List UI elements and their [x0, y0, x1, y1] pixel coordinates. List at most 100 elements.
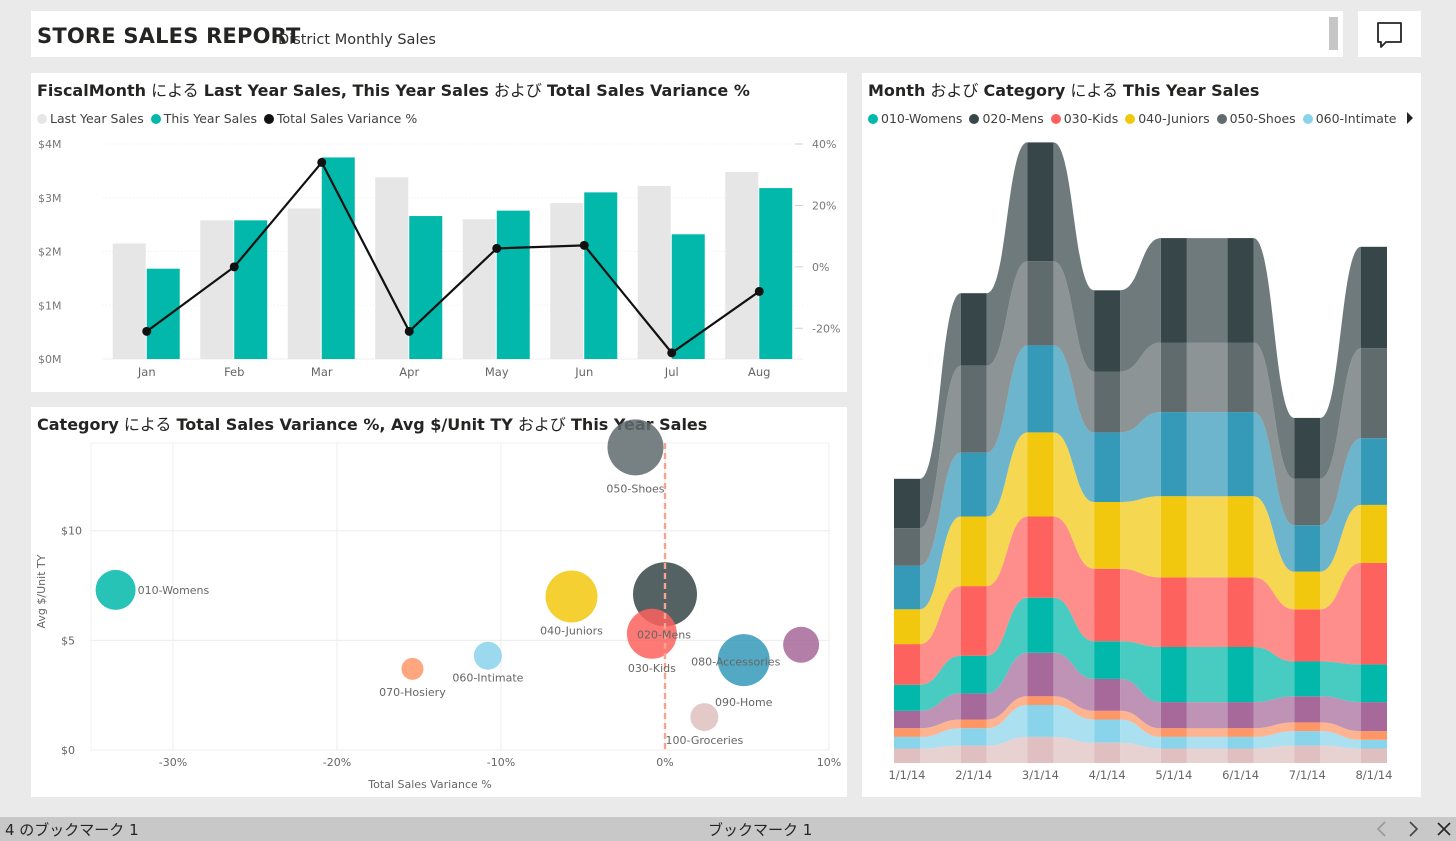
column-segment-080-accessories: [1227, 702, 1254, 729]
bar-this-year-sales: [409, 216, 443, 359]
column-segment-080-accessories: [1160, 702, 1187, 729]
ribbon-060-intimate: [1253, 731, 1295, 749]
legend-label: 050-Shoes: [1229, 111, 1296, 126]
x-tick-label: Feb: [224, 365, 244, 379]
column-segment-030-kids: [1361, 562, 1387, 665]
combo-legend-item[interactable]: Last Year Sales: [37, 111, 144, 126]
ribbon-050-shoes: [1186, 342, 1228, 413]
combo-chart-legend[interactable]: Last Year Sales This Year Sales Total Sale…: [37, 111, 424, 126]
ribbon-090-home: [1186, 412, 1228, 497]
column-segment-070-hosiery: [960, 719, 987, 729]
ribbon-080-accessories: [920, 693, 961, 729]
x-tick-label: 5/1/14: [1155, 768, 1192, 782]
comment-button[interactable]: [1358, 11, 1421, 57]
ribbon-title-part: および: [925, 81, 984, 100]
column-segment-020-mens: [1361, 246, 1387, 349]
ribbon-060-intimate: [1186, 736, 1228, 749]
report-title: STORE SALES REPORT: [37, 24, 301, 48]
chevron-left-icon[interactable]: [1374, 819, 1390, 839]
ribbon-legend-item[interactable]: 030-Kids: [1050, 111, 1118, 126]
ribbon-legend-item[interactable]: 050-Shoes: [1216, 111, 1296, 126]
column-segment-050-shoes: [1294, 478, 1321, 526]
column-segment-010-womens: [960, 655, 987, 694]
x-tick-label: Jul: [664, 365, 679, 379]
bookmark-bar: 4 のブックマーク 1 ブックマーク 1: [0, 817, 1456, 841]
ribbon-legend-item[interactable]: 040-Juniors: [1125, 111, 1210, 126]
column-segment-070-hosiery: [894, 728, 920, 737]
combo-chart[interactable]: $0M $1M $2M $3M $4M -20% 0% 20% 40% Jan Feb Mar Apr M…: [31, 73, 847, 392]
combo-legend-item[interactable]: This Year Sales: [150, 111, 257, 126]
ribbon-080-accessories: [986, 652, 1028, 720]
combo-title-part: による: [146, 81, 204, 100]
combo-legend-item[interactable]: Total Sales Variance %: [263, 111, 418, 126]
bar-last-year-sales: [550, 203, 584, 359]
bar-this-year-sales: [496, 210, 530, 359]
ribbon-legend-item[interactable]: 010-Womens: [868, 111, 962, 126]
column-segment-100-groceries: [894, 748, 920, 763]
ribbon-010-womens: [1253, 647, 1295, 703]
y-axis-title: Avg $/Unit TY: [35, 554, 48, 628]
variance-point: [754, 286, 764, 296]
column-segment-080-accessories: [894, 710, 920, 729]
ribbon-060-intimate: [1320, 731, 1361, 749]
scrollbar-thumb[interactable]: [1329, 17, 1338, 50]
scatter-title-part: および: [512, 415, 572, 434]
bubble-090-home: [717, 634, 770, 687]
ribbon-chart[interactable]: 1/1/14 2/1/14 3/1/14 4/1/14 5/1/14 6/1/14 7/1/…: [862, 73, 1421, 797]
bubble-060-intimate: [473, 641, 502, 670]
ribbon-legend-item[interactable]: 060-Intimate: [1302, 111, 1397, 126]
column-segment-090-home: [894, 565, 920, 610]
ribbon-100-groceries: [920, 745, 961, 763]
y-tick-label: $10: [61, 525, 82, 538]
column-segment-070-hosiery: [1294, 722, 1321, 732]
x-tick-label: -10%: [487, 756, 515, 769]
comment-icon: [1377, 22, 1402, 48]
combo-chart-title: FiscalMonth による Last Year Sales, This Ye…: [37, 77, 750, 101]
column-segment-080-accessories: [1094, 678, 1121, 711]
y-tick-label: $4M: [38, 138, 62, 151]
column-segment-100-groceries: [1160, 748, 1187, 763]
column-segment-040-juniors: [1027, 432, 1054, 517]
column-segment-030-kids: [1160, 577, 1187, 647]
column-segment-050-shoes: [1160, 342, 1187, 413]
chevron-right-icon[interactable]: [1405, 819, 1421, 839]
bar-last-year-sales: [725, 171, 759, 359]
ribbon-chart-legend[interactable]: 010-Womens 020-Mens 030-Kids 040-Juniors 050…: [868, 111, 1403, 126]
column-segment-070-hosiery: [1160, 728, 1187, 737]
legend-marker: [263, 113, 274, 124]
x-tick-label: 3/1/14: [1022, 768, 1059, 782]
legend-label: Total Sales Variance %: [276, 111, 418, 126]
caret-right-icon[interactable]: [1405, 111, 1415, 125]
variance-point: [229, 262, 239, 272]
y2-tick-label: 40%: [812, 138, 836, 151]
bar-last-year-sales: [287, 208, 321, 359]
legend-label: 060-Intimate: [1315, 111, 1397, 126]
variance-point: [317, 157, 327, 167]
combo-chart-panel[interactable]: FiscalMonth による Last Year Sales, This Ye…: [31, 73, 847, 392]
bubble-100-groceries: [690, 703, 719, 732]
ribbon-050-shoes: [986, 261, 1028, 453]
ribbon-050-shoes: [1053, 261, 1095, 433]
close-icon[interactable]: [1435, 819, 1453, 839]
scatter-chart[interactable]: -30% -20% -10% 0% 10% $0 $5 $10 Total Sales Vari…: [31, 407, 847, 797]
bar-this-year-sales: [584, 192, 618, 359]
bubble-label: 030-Kids: [628, 662, 676, 675]
column-segment-030-kids: [894, 644, 920, 685]
ribbon-title-part: Month: [868, 81, 926, 100]
x-tick-label: 0%: [656, 756, 673, 769]
bar-this-year-sales: [234, 220, 268, 359]
legend-label: This Year Sales: [163, 111, 257, 126]
ribbon-030-kids: [1120, 568, 1161, 647]
ribbon-legend-item[interactable]: 020-Mens: [969, 111, 1044, 126]
ribbon-chart-panel[interactable]: Month および Category による This Year Sales 0…: [862, 73, 1421, 797]
legend-label: 010-Womens: [881, 111, 963, 126]
column-segment-090-home: [1094, 432, 1121, 502]
x-tick-label: 6/1/14: [1222, 768, 1259, 782]
ribbon-090-home: [986, 345, 1028, 517]
scatter-chart-panel[interactable]: Category による Total Sales Variance %, Avg…: [31, 407, 847, 797]
ribbon-080-accessories: [1253, 696, 1295, 729]
column-segment-060-intimate: [894, 736, 920, 749]
column-segment-070-hosiery: [1361, 731, 1387, 740]
bookmark-name-label: ブックマーク 1: [708, 821, 813, 839]
ribbon-100-groceries: [1120, 742, 1161, 763]
